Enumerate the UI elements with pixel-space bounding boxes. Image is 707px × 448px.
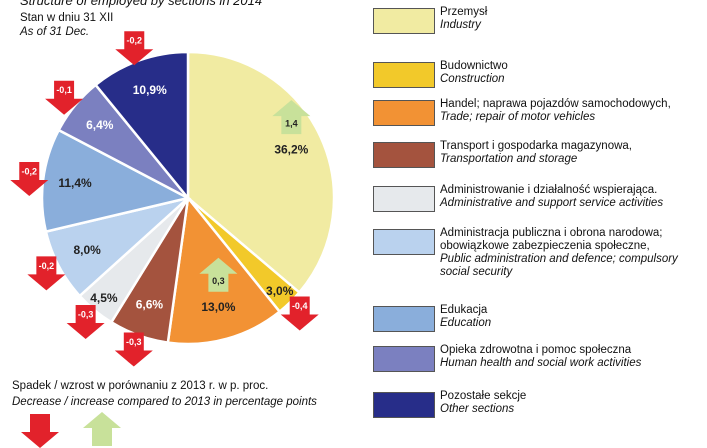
legend-swatch bbox=[373, 346, 435, 372]
legend-label: Handel; naprawa pojazdów samochodowych, bbox=[440, 98, 671, 110]
legend-label: Transport i gospodarka magazynowa, bbox=[440, 140, 632, 152]
decrease-arrow bbox=[10, 161, 49, 196]
slice-label: 6,6% bbox=[136, 297, 164, 311]
legend-item: Administrowanie i działalność wspierając… bbox=[373, 184, 705, 212]
subtitle-en: As of 31 Dec. bbox=[20, 26, 90, 38]
legend-item: Przemysł Industry bbox=[373, 6, 705, 34]
slice-label: 8,0% bbox=[74, 243, 102, 257]
legend-swatch bbox=[373, 229, 435, 255]
decrease-arrow bbox=[66, 304, 105, 339]
legend-swatch bbox=[373, 306, 435, 332]
change-label: -0,3 bbox=[126, 337, 142, 347]
decrease-arrow bbox=[114, 332, 153, 367]
legend-label: Opieka zdrowotna i pomoc społeczna bbox=[440, 344, 632, 356]
legend-label-en: Education bbox=[440, 317, 492, 329]
legend-label: Przemysł bbox=[440, 6, 488, 18]
slice-label: 36,2% bbox=[274, 142, 308, 156]
legend-text: Pozostałe sekcje Other sections bbox=[440, 390, 705, 418]
note: Spadek / wzrost w porównaniu z 2013 r. w… bbox=[12, 380, 269, 392]
decrease-arrow bbox=[280, 296, 319, 331]
legend-label-en: Construction bbox=[440, 73, 505, 85]
legend-label-en: Public administration and defence; compu… bbox=[440, 253, 678, 278]
legend-label: Administrowanie i działalność wspierając… bbox=[440, 184, 658, 196]
legend-label-en: Human health and social work activities bbox=[440, 357, 642, 369]
change-label: 0,3 bbox=[212, 276, 225, 286]
legend-label-en: Other sections bbox=[440, 403, 515, 415]
legend-label: Pozostałe sekcje bbox=[440, 390, 527, 402]
pie-slice bbox=[40, 128, 192, 234]
slice-label: 6,4% bbox=[86, 118, 114, 132]
legend-swatch bbox=[373, 142, 435, 168]
legend-swatch bbox=[373, 186, 435, 212]
slice-label: 10,9% bbox=[133, 83, 167, 97]
slice-label: 3,0% bbox=[266, 284, 294, 298]
legend-text: Administrowanie i działalność wspierając… bbox=[440, 184, 705, 212]
legend-label-en: Transportation and storage bbox=[440, 153, 578, 165]
legend-item: Transport i gospodarka magazynowa, Transp… bbox=[373, 140, 705, 168]
decrease-arrow bbox=[115, 31, 154, 66]
increase-arrow bbox=[83, 412, 121, 446]
decrease-arrow bbox=[45, 80, 84, 115]
increase-arrow bbox=[199, 257, 238, 292]
increase-arrow bbox=[272, 100, 311, 135]
note-en: Decrease / increase compared to 2013 in … bbox=[12, 396, 317, 408]
legend-item: Handel; naprawa pojazdów samochodowych, T… bbox=[373, 98, 705, 126]
legend-label: Budownictwo bbox=[440, 60, 508, 72]
legend-text: Budownictwo Construction bbox=[440, 60, 705, 88]
legend-text: Transport i gospodarka magazynowa, Transp… bbox=[440, 140, 705, 168]
subtitle: Stan w dniu 31 XII bbox=[20, 12, 114, 24]
legend-item: Pozostałe sekcje Other sections bbox=[373, 390, 705, 418]
change-label: 1,4 bbox=[285, 119, 298, 129]
change-label: -0,2 bbox=[39, 261, 55, 271]
legend-label: Administracja publiczna i obrona narodow… bbox=[440, 227, 663, 252]
legend-swatch bbox=[373, 100, 435, 126]
legend-text: Administracja publiczna i obrona narodow… bbox=[440, 227, 705, 279]
change-label: -0,2 bbox=[22, 166, 38, 176]
legend-text: Edukacja Education bbox=[440, 304, 705, 332]
legend-item: Administracja publiczna i obrona narodow… bbox=[373, 227, 705, 279]
legend-text: Opieka zdrowotna i pomoc społeczna Human … bbox=[440, 344, 705, 372]
legend-label-en: Industry bbox=[440, 19, 481, 31]
change-label: -0,1 bbox=[56, 85, 72, 95]
change-label: -0,3 bbox=[78, 309, 94, 319]
slice-label: 13,0% bbox=[201, 300, 235, 314]
legend-item: Edukacja Education bbox=[373, 304, 705, 332]
legend-text: Handel; naprawa pojazdów samochodowych, T… bbox=[440, 98, 705, 126]
decrease-arrow bbox=[21, 414, 59, 448]
change-label: -0,4 bbox=[292, 301, 308, 311]
legend-label-en: Trade; repair of motor vehicles bbox=[440, 111, 596, 123]
legend-item: Opieka zdrowotna i pomoc społeczna Human … bbox=[373, 344, 705, 372]
legend-label: Edukacja bbox=[440, 304, 488, 316]
legend-swatch bbox=[373, 8, 435, 34]
legend-item: Budownictwo Construction bbox=[373, 60, 705, 88]
legend-label-en: Administrative and support service activ… bbox=[440, 197, 664, 209]
decrease-arrow bbox=[27, 256, 66, 291]
slice-label: 4,5% bbox=[90, 291, 118, 305]
chart-title: Structure of employed by sections in 201… bbox=[20, 0, 263, 8]
legend-swatch bbox=[373, 392, 435, 418]
change-label: -0,2 bbox=[127, 36, 143, 46]
legend-text: Przemysł Industry bbox=[440, 6, 705, 34]
slice-label: 11,4% bbox=[58, 176, 92, 190]
legend-swatch bbox=[373, 62, 435, 88]
